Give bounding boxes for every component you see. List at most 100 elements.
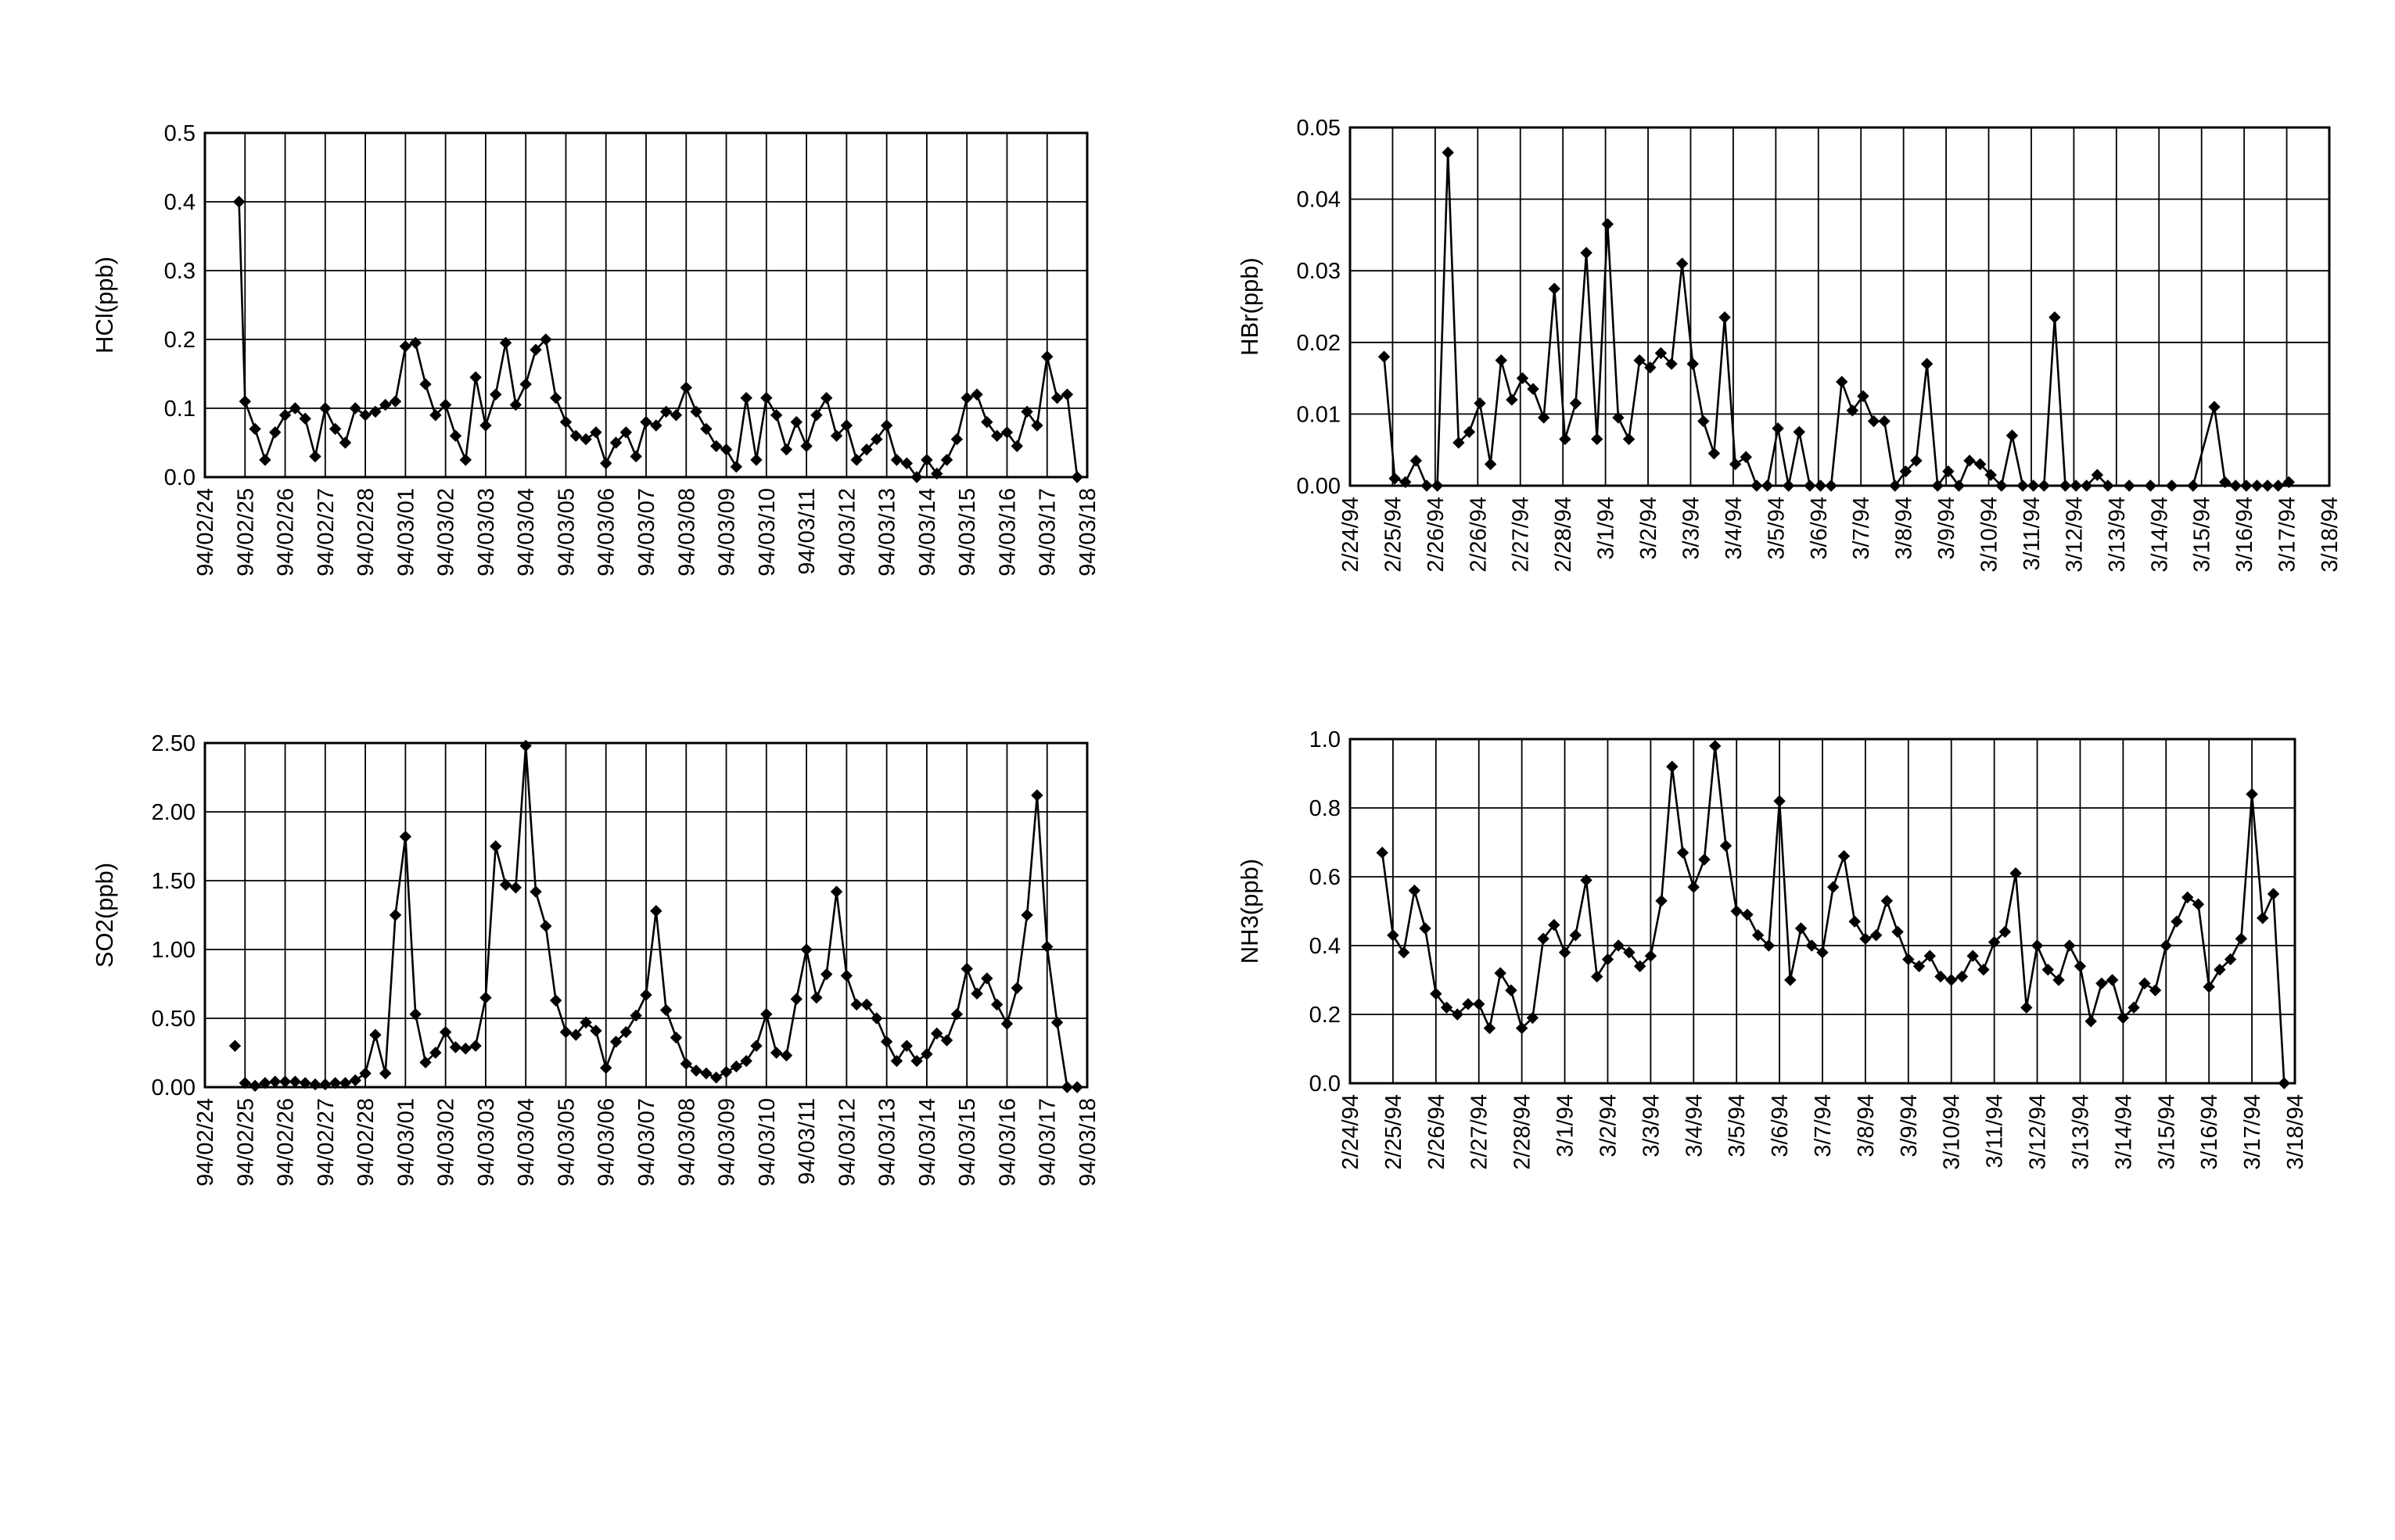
so2-data-point	[910, 1054, 923, 1068]
hcl-data-point	[499, 336, 512, 350]
so2-data-point	[309, 1078, 321, 1091]
hbr-xtick-label: 3/12/94	[2062, 497, 2087, 573]
so2-data-point	[871, 1012, 883, 1025]
nh3-data-point	[1719, 839, 1733, 853]
nh3-chart: 0.0 0.2 0.4 0.6 0.8 1.0 2/24/94 2/25/94 2/26/94 2…	[1236, 727, 2308, 1170]
so2-ytick-label: 1.00	[152, 938, 196, 963]
hbr-xtick-label: 3/18/94	[2318, 497, 2343, 573]
hcl-data-point	[590, 426, 602, 439]
nh3-ytick-label: 0.8	[1309, 796, 1341, 821]
so2-data-point	[830, 885, 843, 898]
hcl-xtick-label: 94/02/25	[233, 488, 258, 576]
hcl-data-point	[278, 409, 292, 422]
so2-xtick-label: 94/03/06	[594, 1098, 619, 1186]
nh3-data-point	[2257, 912, 2269, 924]
hcl-data-point	[850, 454, 863, 466]
hcl-data-point	[600, 457, 612, 470]
hcl-data-point	[1000, 426, 1014, 439]
nh3-data-point	[1848, 915, 1861, 928]
so2-ytick-label: 0.50	[152, 1007, 196, 1032]
hcl-data-point	[890, 454, 903, 466]
so2-data-point	[278, 1075, 292, 1088]
hbr-data-point	[1963, 454, 1976, 467]
hbr-xtick-label: 3/1/94	[1594, 497, 1619, 560]
so2-data-point	[820, 967, 833, 981]
hbr-data-point	[2240, 479, 2253, 492]
hcl-data-point	[289, 402, 302, 415]
so2-data-point	[770, 1046, 783, 1059]
nh3-data-point	[1623, 946, 1636, 959]
hcl-xtick-label: 94/03/10	[755, 488, 780, 576]
hcl-data-point	[650, 419, 662, 432]
so2-xtick-label: 94/03/09	[715, 1098, 740, 1186]
so2-data-point	[1031, 789, 1043, 802]
hcl-data-point	[659, 405, 673, 418]
hcl-data-point	[710, 440, 723, 453]
so2-data-point	[569, 1028, 582, 1041]
hcl-data-point	[1061, 388, 1074, 401]
nh3-data-point	[1987, 935, 2001, 949]
nh3-data-point	[1880, 895, 1894, 907]
hcl-y-axis-label: HCl(ppb)	[91, 257, 118, 354]
hbr-data-point	[1644, 361, 1657, 374]
nh3-data-point	[1891, 925, 1904, 939]
so2-data-point	[1071, 1081, 1083, 1093]
hbr-data-point	[1527, 382, 1539, 396]
hcl-data-point	[900, 457, 913, 470]
hbr-data-point	[1729, 458, 1742, 471]
so2-data-point	[399, 830, 412, 843]
hbr-data-point	[1431, 479, 1444, 492]
so2-data-point	[971, 987, 983, 1000]
hbr-xtick-label: 3/9/94	[1934, 497, 1959, 560]
so2-y-axis-label: SO2(ppb)	[91, 863, 118, 967]
hcl-data-point	[670, 409, 683, 422]
hcl-data-point	[299, 412, 311, 425]
hcl-data-point	[329, 422, 342, 436]
hbr-xtick-label: 2/27/94	[1509, 497, 1534, 573]
hcl-data-point	[399, 340, 412, 353]
hcl-data-point	[349, 402, 361, 415]
nh3-data-point	[1912, 960, 1926, 973]
so2-data-point	[559, 1025, 573, 1039]
so2-data-point	[449, 1041, 462, 1054]
nh3-xtick-label: 3/9/94	[1897, 1094, 1922, 1158]
hcl-ytick-label: 0.2	[164, 328, 196, 353]
nh3-data-point	[1387, 929, 1399, 942]
so2-ytick-label: 1.50	[152, 869, 196, 894]
nh3-xtick-label: 3/18/94	[2283, 1094, 2308, 1170]
so2-ytick-label: 2.50	[152, 731, 196, 756]
hbr-data-point	[2027, 479, 2040, 492]
so2-data-point	[359, 1067, 372, 1080]
nh3-xtick-label: 3/1/94	[1553, 1094, 1578, 1158]
hbr-data-point	[1474, 397, 1486, 410]
hbr-data-point	[1952, 479, 1966, 492]
hcl-data-point	[459, 454, 472, 466]
hcl-data-point	[871, 433, 883, 446]
hbr-data-point	[2282, 476, 2295, 489]
so2-data-point	[1061, 1081, 1074, 1093]
so2-xtick-label: 94/03/08	[674, 1098, 699, 1186]
nh3-data-point	[1462, 998, 1474, 1011]
nh3-data-point	[1709, 740, 1722, 752]
hbr-data-point	[1633, 354, 1646, 367]
hcl-data-point	[1011, 440, 1023, 453]
so2-data-point	[469, 1039, 482, 1052]
so2-data-point	[900, 1039, 913, 1052]
nh3-ytick-label: 1.0	[1309, 727, 1341, 752]
hcl-data-point	[720, 443, 733, 456]
so2-data-point	[1011, 982, 1023, 994]
nh3-data-point	[1376, 846, 1388, 859]
nh3-data-point	[1601, 953, 1614, 966]
hbr-data-point	[1559, 433, 1571, 446]
hbr-xtick-label: 2/25/94	[1381, 497, 1406, 573]
hbr-data-point	[1377, 350, 1391, 363]
nh3-plot-frame	[1348, 738, 2296, 1085]
hbr-data-point	[2091, 468, 2104, 481]
so2-data-point	[339, 1077, 352, 1089]
hcl-xtick-label: 94/03/16	[995, 488, 1020, 576]
hbr-data-point	[2016, 479, 2029, 492]
nh3-data-point	[1440, 1001, 1453, 1014]
hcl-data-point	[1050, 392, 1064, 404]
hbr-data-point	[1761, 479, 1774, 492]
